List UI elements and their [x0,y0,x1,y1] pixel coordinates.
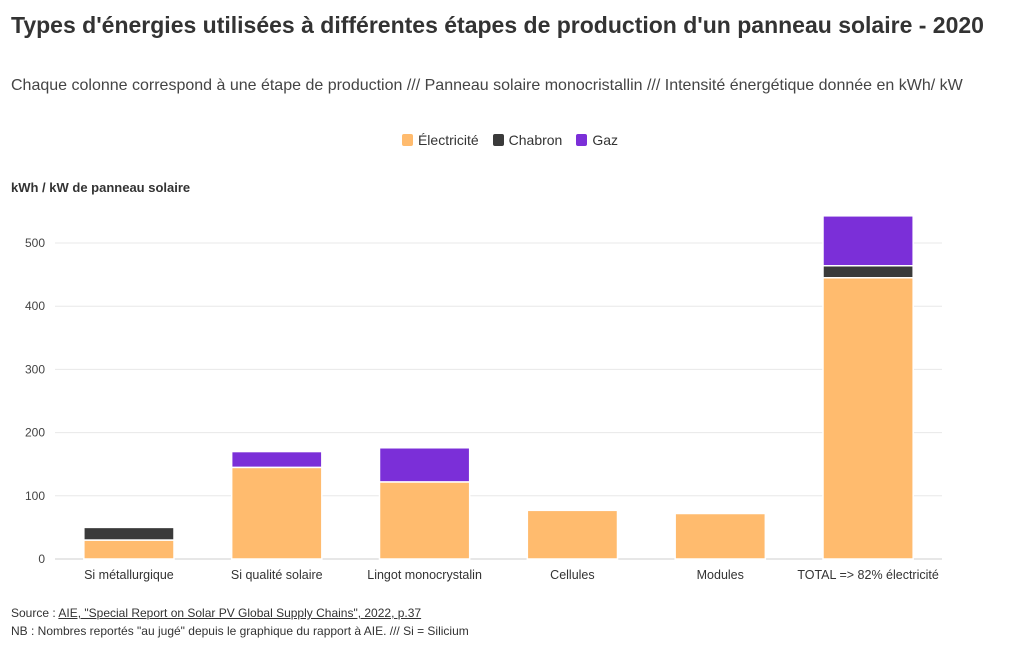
source-link[interactable]: AIE, "Special Report on Solar PV Global … [58,606,422,620]
stacked-bar-chart: 0 100 200 300 400 500 Si métallurgique Si quali… [25,215,942,582]
x-tick-label: Lingot monocrystalin [367,568,482,582]
bar-segment [822,265,914,279]
legend-label-electricite: Électricité [417,132,479,148]
x-tick-label: Cellules [550,568,594,582]
x-tick-label: Si qualité solaire [231,568,323,582]
legend-item-electricite[interactable]: Électricité [401,132,479,148]
bar-segment [230,450,323,469]
y-tick-label: 500 [25,236,45,250]
legend-swatch-chabron [492,134,504,146]
footer: Source : AIE, "Special Report on Solar P… [11,604,469,640]
bar-segment [822,277,914,560]
y-tick-label: 200 [25,426,45,440]
bar-segment [83,526,175,541]
x-tick-label: Modules [697,568,744,582]
y-tick-label: 400 [25,299,45,313]
bar-segment [674,512,767,560]
legend-swatch-gaz [576,134,588,146]
x-tick-label: Si métallurgique [84,568,174,582]
y-axis-title: kWh / kW de panneau solaire [11,180,191,195]
legend-label-chabron: Chabron [508,132,563,148]
bar-segment [822,215,914,267]
bar-segment [378,447,471,483]
legend-item-chabron[interactable]: Chabron [492,132,563,148]
source-line: Source : AIE, "Special Report on Solar P… [11,604,469,622]
y-tick-label: 300 [25,362,45,376]
bar-segment [83,539,175,560]
footer-note: NB : Nombres reportés "au jugé" depuis l… [11,624,469,638]
chart-subtitle: Chaque colonne correspond à une étape de… [11,77,963,94]
bar-segment [378,481,471,560]
legend-item-gaz[interactable]: Gaz [576,132,618,148]
y-tick-label: 100 [25,489,45,503]
chart-title: Types d'énergies utilisées à différentes… [11,12,984,38]
legend-swatch-electricite [401,134,413,146]
x-tick-label: TOTAL => 82% électricité [797,568,939,582]
source-prefix: Source : [11,606,59,620]
bar-segment [526,509,619,560]
legend-label-gaz: Gaz [592,132,619,148]
y-tick-label: 0 [38,552,45,566]
legend: Électricité Chabron Gaz [0,132,1020,148]
bar-segment [230,466,323,560]
